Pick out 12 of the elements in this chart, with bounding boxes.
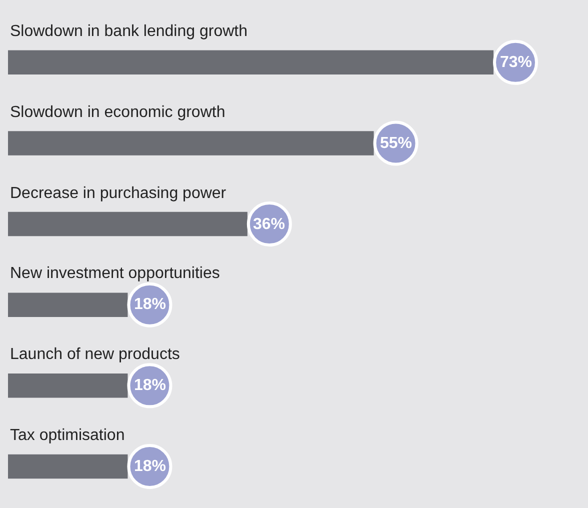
data-label: 73% (500, 54, 532, 71)
y-tick-label: Slowdown in economic growth (10, 104, 226, 121)
y-tick-label: New investment opportunities (10, 265, 220, 282)
y-tick-label: Launch of new products (10, 346, 180, 363)
y-tick-label: Slowdown in bank lending growth (10, 23, 248, 40)
y-tick-label: Tax optimisation (10, 427, 125, 444)
data-label: 36% (253, 216, 286, 233)
data-label: 18% (134, 377, 166, 394)
data-label: 18% (134, 296, 166, 313)
y-tick-label: Decrease in purchasing power (10, 185, 227, 202)
data-label: 18% (134, 458, 166, 475)
data-label: 55% (380, 135, 412, 152)
